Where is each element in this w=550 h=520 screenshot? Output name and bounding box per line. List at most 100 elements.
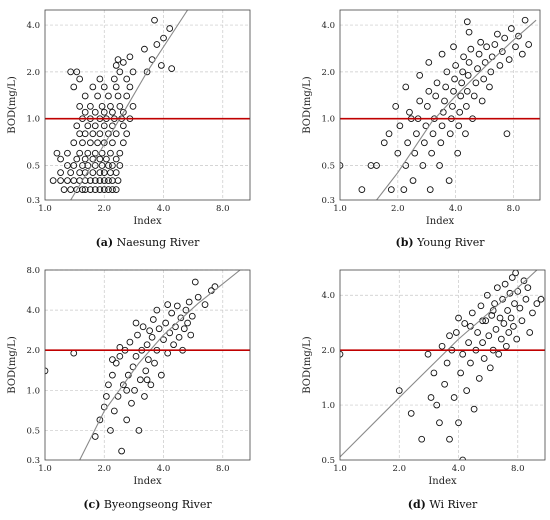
data-point	[109, 139, 116, 147]
data-point	[116, 162, 124, 169]
data-point	[64, 177, 71, 184]
panel-letter: (a)	[96, 236, 114, 249]
data-point	[162, 319, 169, 327]
panel-caption-name: Wi River	[426, 498, 478, 511]
data-point	[64, 149, 71, 157]
data-point	[457, 369, 464, 377]
data-point	[96, 416, 104, 424]
y-tick-label: 0.5	[26, 162, 40, 172]
data-point	[441, 97, 448, 105]
data-point	[533, 300, 541, 307]
data-point	[494, 284, 501, 292]
y-tick-label: 0.5	[321, 456, 335, 466]
data-point	[81, 155, 89, 163]
fit-curve	[376, 19, 537, 200]
data-point	[123, 130, 131, 138]
data-point	[185, 298, 193, 306]
data-point	[482, 317, 490, 325]
x-tick-label: 8.0	[511, 464, 525, 474]
panel-letter: (d)	[408, 498, 426, 511]
x-tick-label: 2.0	[97, 204, 111, 214]
data-point	[470, 92, 478, 100]
panel-caption-name: Young River	[414, 236, 486, 249]
data-point	[457, 92, 465, 100]
y-tick-label: 2.0	[26, 68, 40, 78]
data-point	[164, 349, 172, 357]
y-tick-label: 8.0	[26, 266, 40, 276]
data-point	[525, 41, 532, 48]
data-point	[91, 149, 99, 157]
data-point	[91, 186, 99, 193]
data-point	[112, 62, 120, 69]
data-point	[505, 56, 513, 63]
data-point	[155, 325, 163, 333]
data-point	[166, 25, 174, 32]
data-point	[465, 28, 473, 36]
data-point	[437, 139, 445, 147]
data-point	[511, 300, 518, 307]
data-point	[450, 87, 457, 95]
data-point	[455, 314, 462, 322]
data-point	[443, 359, 451, 367]
data-point	[112, 359, 120, 367]
data-point	[477, 302, 485, 310]
data-point	[481, 59, 489, 66]
data-point	[433, 79, 441, 87]
data-point	[91, 177, 99, 184]
data-point	[76, 169, 84, 176]
data-point	[107, 169, 114, 176]
data-point	[70, 349, 78, 357]
chart-panel-1: 1.0 2.0 4.0 8.0 0.3 0.5 1.0 2.0 4.0 Index BOD(mg/L…	[7, 9, 251, 249]
data-point	[187, 331, 195, 339]
data-point	[87, 186, 94, 193]
data-point	[141, 393, 148, 400]
data-point	[438, 50, 446, 58]
plot-frame	[44, 269, 251, 461]
data-point	[158, 371, 165, 379]
data-point	[89, 169, 97, 176]
data-point	[442, 83, 450, 91]
data-point	[486, 364, 494, 372]
data-point	[135, 427, 143, 434]
data-point	[81, 108, 89, 116]
data-point	[96, 130, 104, 138]
data-point	[402, 83, 410, 91]
x-tick-label: 4.0	[452, 464, 466, 474]
data-point	[463, 103, 470, 110]
data-point	[380, 139, 388, 147]
chart-panel-2: 1.0 2.0 4.0 8.0 0.3 0.5 1.0 2.0 4.0 Index BOD(mg/L…	[302, 9, 541, 249]
data-point	[89, 130, 97, 138]
data-point	[407, 410, 415, 417]
data-point	[94, 92, 101, 100]
data-point	[492, 326, 500, 333]
panel-caption: (b) Young River	[395, 236, 485, 249]
data-point	[515, 32, 522, 40]
data-point	[468, 309, 476, 317]
data-point	[100, 122, 108, 130]
data-point	[116, 352, 124, 360]
data-point	[400, 186, 408, 193]
y-tick-label: 1.0	[321, 115, 335, 125]
data-point	[149, 316, 157, 323]
data-point	[107, 103, 114, 110]
x-axis-label: Index	[133, 216, 162, 227]
data-point	[146, 327, 153, 335]
data-point	[518, 317, 526, 325]
data-point	[512, 43, 519, 51]
data-point	[459, 350, 467, 358]
x-tick-label: 1.0	[38, 464, 52, 474]
data-point	[129, 68, 137, 76]
data-point	[112, 130, 120, 138]
data-point	[96, 177, 104, 184]
data-point	[91, 108, 99, 116]
data-point	[168, 309, 176, 317]
data-point	[524, 284, 532, 292]
data-point	[486, 83, 493, 91]
y-tick-label: 0.3	[26, 456, 40, 466]
data-point	[424, 350, 432, 358]
data-point	[394, 149, 402, 157]
data-point	[76, 149, 84, 157]
data-point	[57, 155, 64, 163]
data-point	[456, 108, 464, 116]
